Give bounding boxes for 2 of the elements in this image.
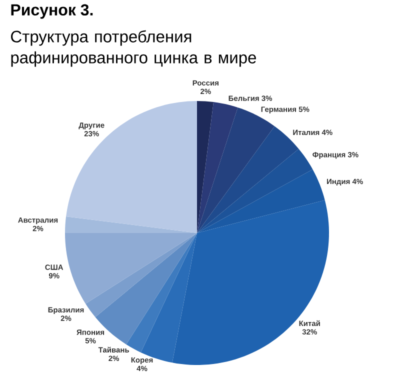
chart-title: Рисунок 3.: [11, 4, 93, 19]
chart-subtitle: Структура потребления рафинированного цинка в мире: [11, 30, 256, 67]
